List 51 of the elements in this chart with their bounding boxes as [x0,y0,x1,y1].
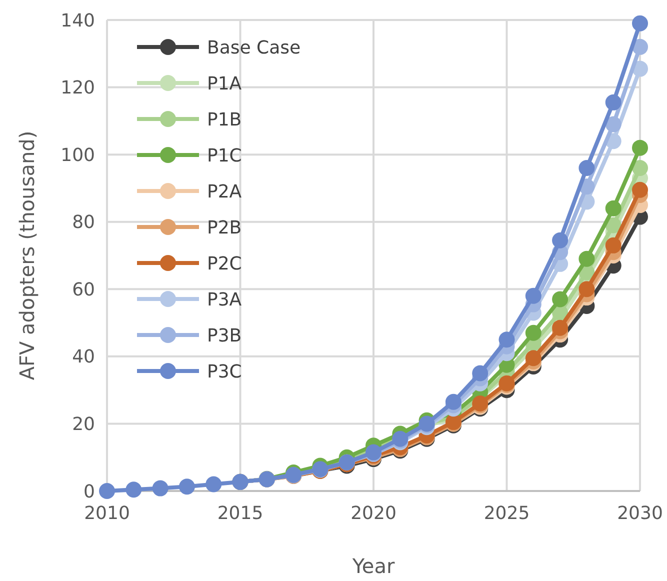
legend-label: Base Case [207,37,301,58]
point [445,394,462,410]
point [632,182,648,198]
x-tick-label: 2015 [217,503,264,524]
point [525,324,542,341]
y-tick-label: 20 [72,414,95,436]
y-tick-label: 140 [60,10,95,32]
legend-label: P3B [207,325,242,346]
point [472,365,488,382]
point [525,350,542,366]
point [605,200,622,216]
point [552,320,568,336]
x-axis-title: Year [351,554,396,578]
legend-label: P1B [207,109,242,130]
y-tick-label: 60 [72,279,95,300]
point [552,291,568,308]
y-tick-label: 40 [72,346,95,368]
point [498,332,515,348]
legend-label: P2C [207,253,242,274]
x-tick-label: 2030 [617,503,663,524]
y-tick-label: 100 [60,144,95,166]
legend-label: P2B [207,217,242,238]
point [605,116,622,132]
point [605,94,622,110]
y-tick-label: 80 [72,212,95,234]
legend-label: P3C [207,361,242,382]
point [578,250,595,267]
point [178,478,195,495]
x-tick-label: 2020 [350,503,396,524]
point [126,482,142,498]
y-tick-label: 0 [84,481,95,502]
point [578,281,595,298]
point [552,232,568,248]
legend-label: P2A [207,181,242,202]
point [632,15,648,32]
point [99,483,115,499]
point [525,288,542,304]
point [578,160,595,176]
legend-label: P1C [207,145,242,166]
point [632,140,648,156]
y-tick-label: 120 [60,78,95,99]
x-tick-label: 2010 [84,503,130,524]
point [206,476,222,492]
x-tick-label: 2025 [484,503,530,524]
legend-label: P1A [207,73,242,94]
point [632,38,648,55]
point [632,160,648,176]
point [605,237,622,254]
legend-label: P3A [207,289,242,310]
y-axis-title: AFV adopters (thousand) [15,130,39,380]
point [152,480,168,496]
